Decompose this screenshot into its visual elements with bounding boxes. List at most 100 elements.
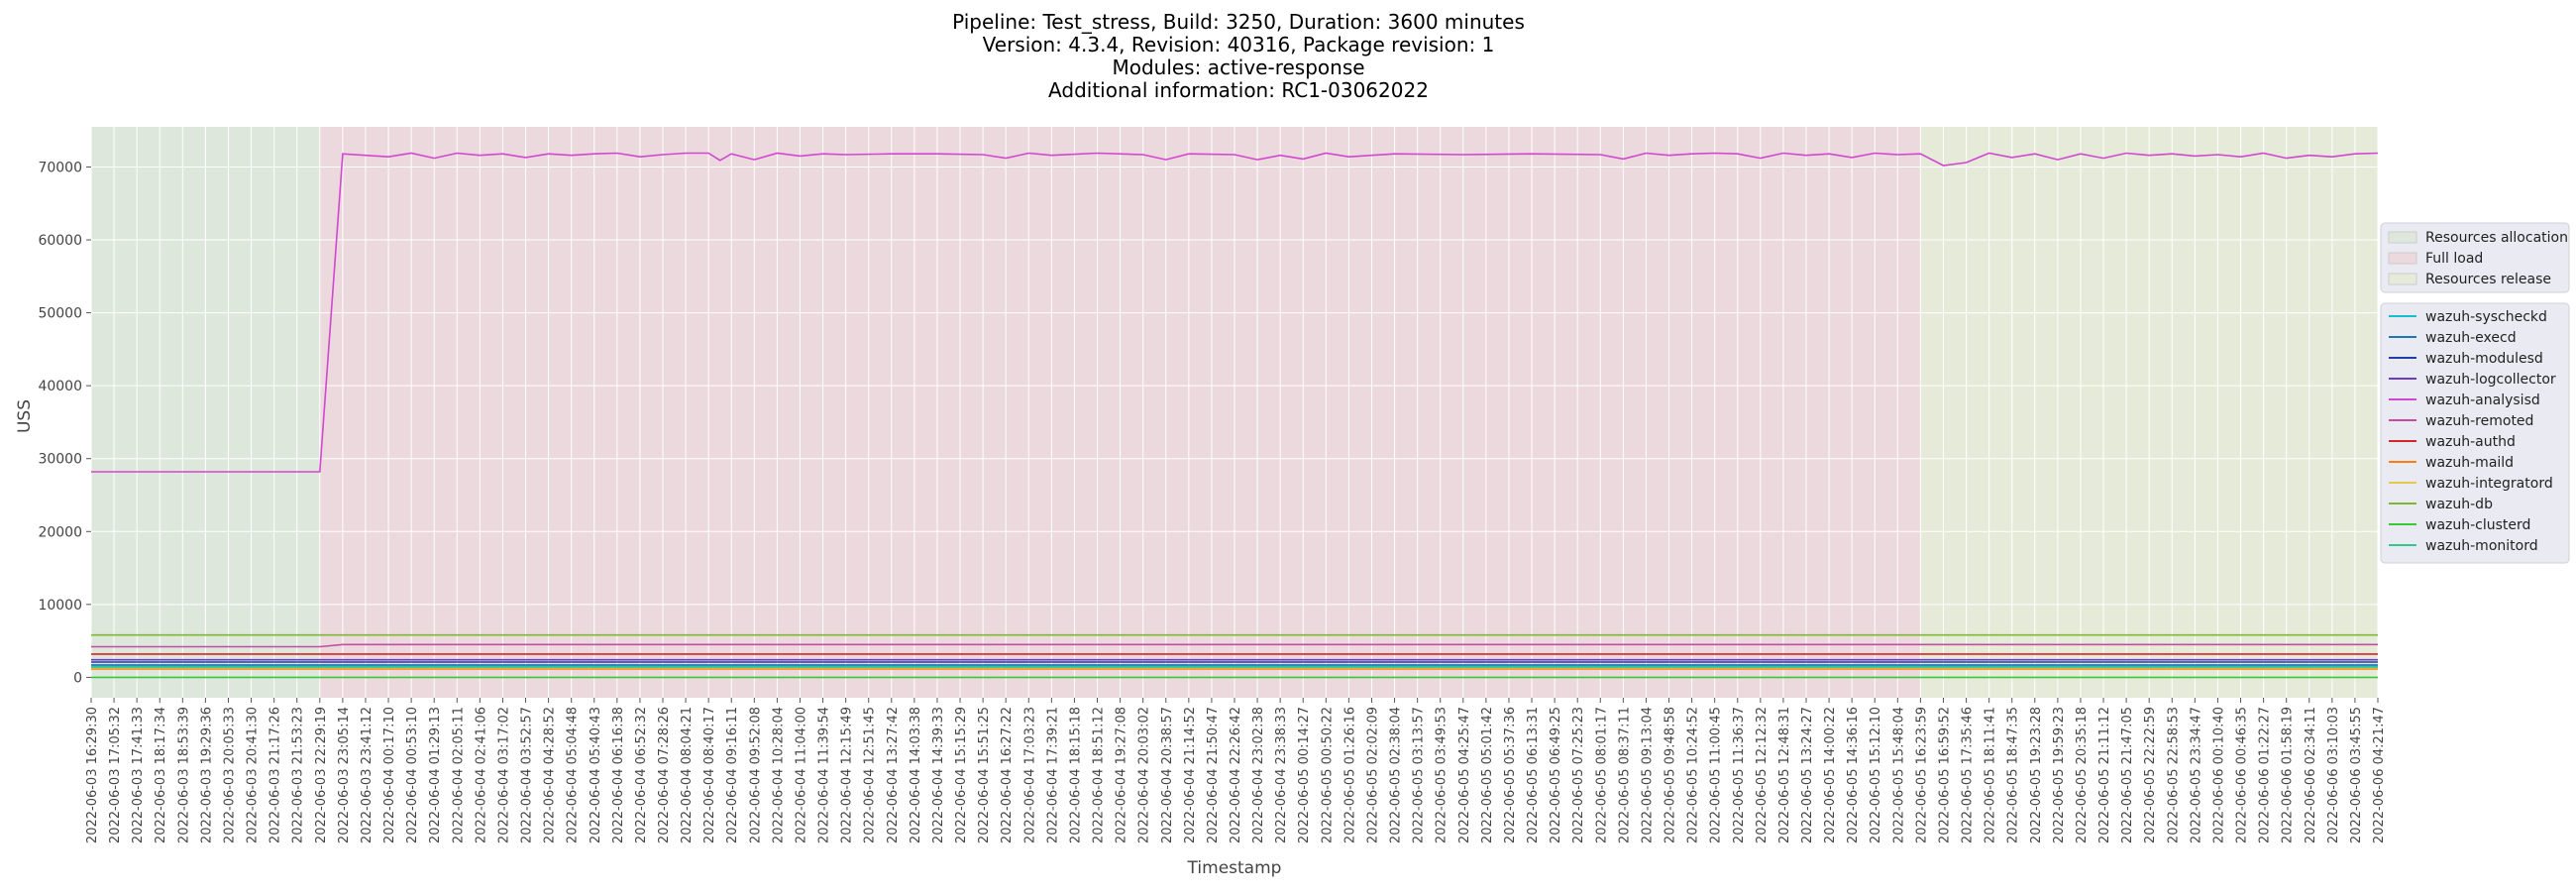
x-tick-label: 2022-06-06 00:46:35	[2235, 707, 2250, 843]
x-tick-label: 2022-06-04 06:52:32	[634, 707, 649, 843]
x-tick-label: 2022-06-04 12:15:49	[840, 707, 855, 843]
x-tick-label: 2022-06-04 06:16:38	[611, 707, 626, 843]
x-tick-label: 2022-06-04 09:16:11	[725, 707, 740, 843]
y-axis-ticks: 0 10000 20000 30000 40000 50000 60000 70000	[38, 160, 91, 686]
y-tick-label: 20000	[38, 524, 82, 540]
x-tick-label: 2022-06-05 16:23:59	[1914, 707, 1929, 843]
x-tick-label: 2022-06-05 14:36:16	[1846, 707, 1861, 843]
x-tick-label: 2022-06-05 00:14:27	[1297, 707, 1312, 843]
x-tick-label: 2022-06-04 00:53:10	[405, 707, 420, 843]
x-tick-label: 2022-06-05 12:12:32	[1755, 707, 1770, 843]
x-tick-label: 2022-06-05 22:22:59	[2143, 707, 2158, 843]
phase-legend-label: Full load	[2425, 251, 2483, 267]
x-tick-label: 2022-06-04 05:04:48	[566, 707, 581, 843]
x-tick-label: 2022-06-05 01:26:16	[1342, 707, 1357, 843]
x-tick-label: 2022-06-05 06:13:31	[1526, 707, 1541, 843]
x-tick-label: 2022-06-04 10:28:04	[771, 707, 786, 843]
x-tick-label: 2022-06-05 08:01:17	[1594, 707, 1609, 843]
x-tick-label: 2022-06-05 19:59:23	[2052, 707, 2067, 843]
x-tick-label: 2022-06-04 19:27:08	[1115, 707, 1129, 843]
x-tick-label: 2022-06-05 16:59:52	[1938, 707, 1953, 843]
x-tick-label: 2022-06-05 02:38:04	[1389, 707, 1404, 843]
chart-title-line: Version: 4.3.4, Revision: 40316, Package…	[983, 33, 1495, 56]
y-tick-label: 50000	[38, 306, 82, 322]
series-legend-label: wazuh-syscheckd	[2425, 309, 2547, 325]
phase-legend-box	[2380, 222, 2570, 293]
x-tick-label: 2022-06-05 15:48:04	[1891, 707, 1906, 843]
y-tick-label: 60000	[38, 233, 82, 249]
series-legend-label: wazuh-remoted	[2425, 413, 2533, 429]
x-tick-label: 2022-06-04 11:39:54	[817, 707, 832, 843]
x-tick-label: 2022-06-05 03:13:57	[1412, 707, 1427, 843]
x-tick-label: 2022-06-04 11:04:00	[795, 707, 809, 843]
phase-legend-swatch	[2388, 252, 2417, 265]
series-legend-label: wazuh-logcollector	[2425, 372, 2556, 388]
series-legend-label: wazuh-modulesd	[2425, 351, 2543, 367]
x-tick-label: 2022-06-05 13:24:27	[1800, 707, 1815, 843]
x-tick-label: 2022-06-06 01:58:19	[2281, 707, 2296, 843]
x-tick-label: 2022-06-05 23:34:47	[2189, 707, 2203, 843]
x-tick-label: 2022-06-05 11:36:37	[1732, 707, 1747, 843]
x-tick-label: 2022-06-05 11:00:45	[1709, 707, 1724, 843]
x-tick-label: 2022-06-04 08:40:17	[702, 707, 717, 843]
x-tick-label: 2022-06-04 21:14:52	[1183, 707, 1198, 843]
x-tick-label: 2022-06-05 22:58:53	[2166, 707, 2181, 843]
x-tick-label: 2022-06-04 08:04:21	[680, 707, 695, 843]
x-tick-label: 2022-06-04 12:51:45	[863, 707, 878, 843]
phase-legend-swatch	[2388, 231, 2417, 244]
series-legend-label: wazuh-db	[2425, 497, 2493, 512]
chart-title-line: Additional information: RC1-03062022	[1048, 78, 1429, 102]
phase-legend: Resources allocation Full load Resources r…	[2380, 222, 2570, 293]
x-tick-label: 2022-06-03 20:05:33	[223, 707, 238, 843]
x-tick-label: 2022-06-04 17:39:21	[1045, 707, 1060, 843]
x-tick-label: 2022-06-04 16:27:22	[1000, 707, 1015, 843]
x-tick-label: 2022-06-06 04:21:47	[2372, 707, 2387, 843]
x-tick-label: 2022-06-05 18:11:41	[1984, 707, 1998, 843]
x-tick-label: 2022-06-04 15:51:25	[977, 707, 992, 843]
phase-legend-label: Resources allocation	[2425, 230, 2568, 246]
x-tick-label: 2022-06-04 20:03:02	[1137, 707, 1152, 843]
x-tick-label: 2022-06-04 01:29:13	[428, 707, 443, 843]
x-tick-label: 2022-06-03 18:53:39	[176, 707, 191, 843]
x-tick-label: 2022-06-03 16:29:30	[85, 707, 100, 843]
series-legend-label: wazuh-analysisd	[2425, 392, 2540, 408]
x-tick-label: 2022-06-05 04:25:47	[1457, 707, 1472, 843]
x-tick-label: 2022-06-05 05:01:42	[1480, 707, 1495, 843]
series-legend-box	[2380, 302, 2570, 564]
x-tick-label: 2022-06-04 14:39:33	[931, 707, 946, 843]
x-tick-label: 2022-06-05 07:25:23	[1571, 707, 1586, 843]
x-tick-label: 2022-06-04 22:26:42	[1229, 707, 1243, 843]
x-tick-label: 2022-06-04 07:28:26	[657, 707, 672, 843]
x-tick-label: 2022-06-04 15:15:29	[954, 707, 969, 843]
x-tick-label: 2022-06-05 20:35:18	[2075, 707, 2090, 843]
x-tick-label: 2022-06-05 08:37:11	[1617, 707, 1632, 843]
x-tick-label: 2022-06-04 23:02:38	[1251, 707, 1266, 843]
x-tick-label: 2022-06-04 09:52:08	[748, 707, 763, 843]
series-legend-label: wazuh-integratord	[2425, 476, 2553, 492]
x-tick-label: 2022-06-04 17:03:23	[1022, 707, 1037, 843]
x-tick-label: 2022-06-06 00:10:40	[2211, 707, 2226, 843]
x-tick-label: 2022-06-03 23:41:12	[360, 707, 375, 843]
x-tick-label: 2022-06-06 03:10:03	[2326, 707, 2341, 843]
x-tick-label: 2022-06-04 02:05:11	[451, 707, 466, 843]
chart-title-line: Pipeline: Test_stress, Build: 3250, Dura…	[952, 10, 1525, 34]
x-tick-label: 2022-06-03 17:05:32	[108, 707, 123, 843]
x-tick-label: 2022-06-03 23:05:14	[337, 707, 352, 843]
x-tick-label: 2022-06-03 22:29:19	[314, 707, 329, 843]
x-tick-label: 2022-06-05 00:50:22	[1320, 707, 1335, 843]
x-tick-label: 2022-06-03 19:29:36	[199, 707, 214, 843]
x-tick-label: 2022-06-05 09:13:04	[1640, 707, 1655, 843]
x-tick-label: 2022-06-04 13:27:42	[886, 707, 901, 843]
y-tick-label: 70000	[38, 160, 82, 175]
x-axis-label: Timestamp	[1187, 858, 1282, 878]
x-tick-label: 2022-06-05 21:47:05	[2120, 707, 2135, 843]
x-tick-label: 2022-06-05 21:11:12	[2097, 707, 2112, 843]
x-tick-label: 2022-06-05 06:49:25	[1549, 707, 1563, 843]
x-tick-label: 2022-06-04 14:03:38	[909, 707, 923, 843]
series-legend-label: wazuh-authd	[2425, 434, 2516, 450]
x-tick-label: 2022-06-03 21:17:26	[268, 707, 283, 843]
x-tick-label: 2022-06-05 02:02:09	[1366, 707, 1381, 843]
x-tick-label: 2022-06-04 18:15:18	[1068, 707, 1083, 843]
x-tick-label: 2022-06-03 17:41:33	[131, 707, 146, 843]
